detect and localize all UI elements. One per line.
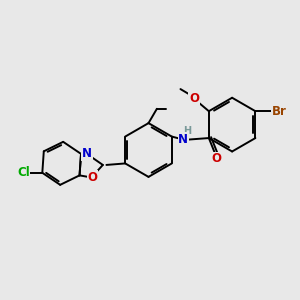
Text: N: N xyxy=(178,133,188,146)
Text: Cl: Cl xyxy=(17,166,30,179)
Text: N: N xyxy=(82,147,92,160)
Text: Br: Br xyxy=(272,105,287,118)
Text: O: O xyxy=(88,171,98,184)
Text: O: O xyxy=(189,92,199,104)
Text: O: O xyxy=(211,152,221,166)
Text: H: H xyxy=(183,126,191,136)
